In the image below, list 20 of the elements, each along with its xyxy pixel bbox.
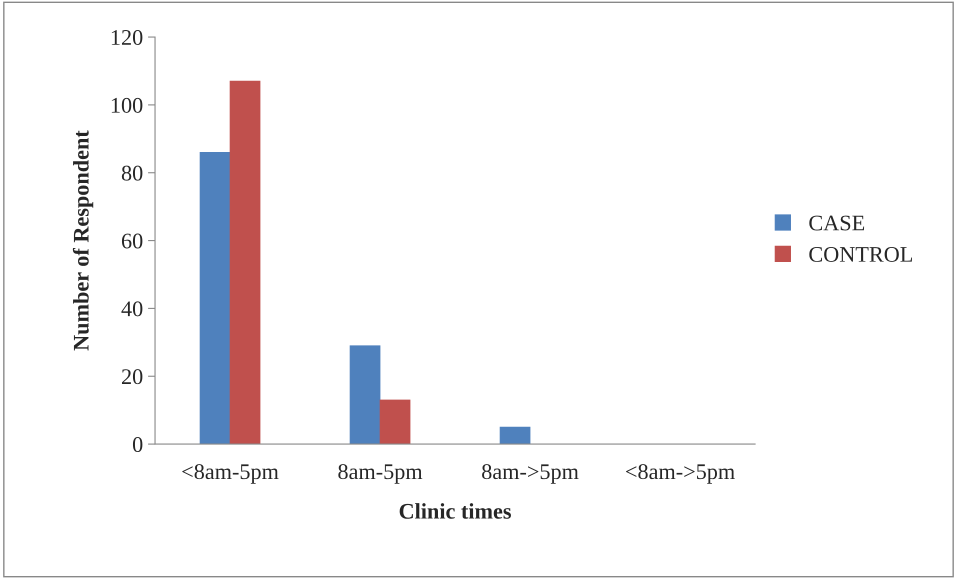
- y-tick-label: 120: [112, 30, 142, 45]
- legend-label: CASE: [809, 216, 864, 231]
- y-tick-label: 40: [121, 301, 142, 316]
- bar: [500, 426, 530, 444]
- y-tick-label: 20: [122, 369, 142, 384]
- x-tick-label: 8am-5pm: [338, 464, 422, 484]
- bar: [350, 345, 380, 444]
- x-tick-label: <8am->5pm: [626, 464, 735, 484]
- x-axis-title: Clinic times: [400, 503, 511, 519]
- x-tick-label: 8am->5pm: [482, 464, 579, 484]
- legend-label: CONTROL: [809, 246, 912, 262]
- y-tick-label: 60: [122, 234, 142, 249]
- y-axis-title: Number of Respondent: [72, 130, 94, 350]
- bar: [380, 400, 410, 444]
- y-tick-label: 0: [132, 437, 142, 452]
- y-tick-label: 80: [122, 166, 142, 181]
- bar: [230, 80, 260, 444]
- x-tick-label: <8am-5pm: [182, 464, 279, 484]
- bar: [200, 152, 230, 444]
- y-tick-label: 100: [112, 98, 142, 113]
